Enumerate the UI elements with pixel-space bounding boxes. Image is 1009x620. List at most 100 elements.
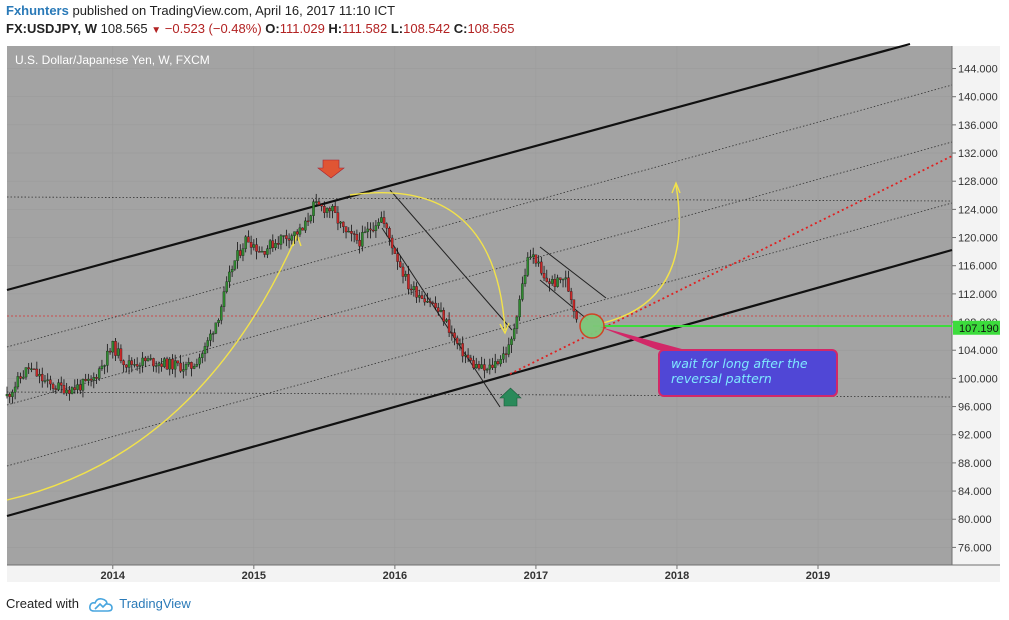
candle-body: [526, 257, 530, 276]
wedge-upper-line: [539, 246, 607, 299]
reversal-circle: [579, 313, 605, 339]
candle-body: [317, 201, 321, 205]
open-value: 111.029: [279, 21, 325, 36]
candle-body: [575, 311, 578, 320]
candle-body: [225, 281, 228, 292]
candle-body: [24, 367, 28, 378]
y-tick-label: 136.000: [958, 120, 998, 132]
candle-body: [5, 394, 9, 397]
candle-body: [531, 254, 535, 258]
candle-body: [95, 377, 98, 379]
candle-body: [73, 387, 77, 390]
candle-body: [293, 231, 296, 236]
candle-body: [141, 357, 144, 366]
candle-body: [499, 359, 502, 365]
candle-body: [431, 302, 435, 304]
candle-body: [119, 348, 123, 361]
candle-body: [13, 386, 17, 393]
tradingview-link[interactable]: TradingView: [119, 596, 191, 611]
candle-body: [496, 361, 500, 365]
candle-body: [545, 277, 549, 282]
candle-body: [301, 227, 304, 231]
candle-body: [548, 281, 551, 284]
arrowhead-icon: [671, 181, 681, 194]
candle-body: [523, 275, 527, 284]
publish-info: Fxhunters published on TradingView.com, …: [6, 3, 395, 18]
candle-body: [396, 253, 399, 262]
y-tick-label: 120.000: [958, 233, 998, 245]
candle-body: [285, 235, 288, 239]
y-tick-label: 132.000: [958, 148, 998, 160]
candle-body: [347, 231, 351, 233]
price-chart[interactable]: U.S. Dollar/Japanese Yen, W, FXCM 76.000…: [0, 40, 1009, 584]
resistance-level-line: [6, 196, 953, 202]
candle-body: [233, 260, 237, 270]
candle-body: [488, 364, 492, 370]
candle-body: [320, 204, 323, 207]
candle-body: [323, 206, 326, 213]
candle-body: [572, 299, 576, 312]
candle-body: [331, 205, 334, 212]
candle-body: [38, 373, 41, 377]
candle-body: [382, 217, 386, 224]
candle-body: [97, 368, 101, 379]
candle-body: [146, 358, 150, 362]
candle-body: [350, 231, 353, 234]
high-label: H:: [328, 21, 343, 36]
candle-body: [135, 364, 139, 367]
candle-body: [206, 340, 209, 347]
candle-body: [41, 373, 44, 382]
candle-body: [195, 364, 199, 367]
candle-body: [442, 310, 445, 322]
candle-body: [333, 205, 337, 213]
annotation-line-2: reversal pattern: [671, 371, 772, 386]
candle-body: [30, 368, 33, 370]
candle-body: [374, 225, 378, 231]
candle-body: [453, 332, 456, 339]
yellow-arc-right: [602, 184, 680, 324]
y-tick-label: 92.000: [958, 430, 992, 442]
candle-body: [458, 343, 462, 345]
candle-body: [466, 354, 470, 359]
candle-body: [306, 220, 310, 223]
published-text: published on TradingView.com, April 16, …: [72, 3, 396, 18]
candle-body: [521, 283, 524, 300]
candle-body: [68, 389, 71, 394]
author-link[interactable]: Fxhunters: [6, 3, 69, 18]
close-value: 108.565: [467, 21, 515, 36]
candle-body: [228, 271, 231, 282]
candle-body: [116, 348, 120, 356]
channel-top-line: [6, 42, 911, 292]
candle-body: [22, 376, 25, 379]
candle-body: [152, 358, 155, 367]
candle-body: [127, 360, 131, 368]
candle-body: [369, 228, 372, 231]
channel-bottom-line: [6, 248, 953, 518]
candle-body: [201, 353, 204, 358]
low-value: 108.542: [403, 21, 451, 36]
candle-body: [450, 332, 454, 334]
candle-body: [298, 227, 302, 235]
candle-body: [57, 382, 60, 390]
candle-body: [439, 310, 443, 312]
candle-body: [173, 360, 177, 370]
candle-body: [144, 357, 147, 362]
low-label: L:: [390, 21, 404, 36]
candle-body: [27, 367, 30, 370]
candle-body: [290, 235, 294, 241]
candle-body: [279, 235, 283, 245]
candle-body: [477, 364, 481, 369]
candle-body: [65, 389, 68, 394]
candle-body: [268, 240, 272, 249]
yellow-arc-left: [6, 234, 298, 501]
candle-body: [287, 238, 291, 241]
candle-body: [258, 251, 261, 253]
candle-body: [100, 365, 104, 369]
candle-body: [160, 363, 163, 367]
candle-body: [352, 233, 356, 235]
footer: Created with TradingView: [6, 596, 191, 612]
open-label: O:: [265, 21, 280, 36]
candle-body: [252, 244, 256, 248]
candle-body: [483, 364, 486, 371]
candle-body: [220, 306, 223, 321]
